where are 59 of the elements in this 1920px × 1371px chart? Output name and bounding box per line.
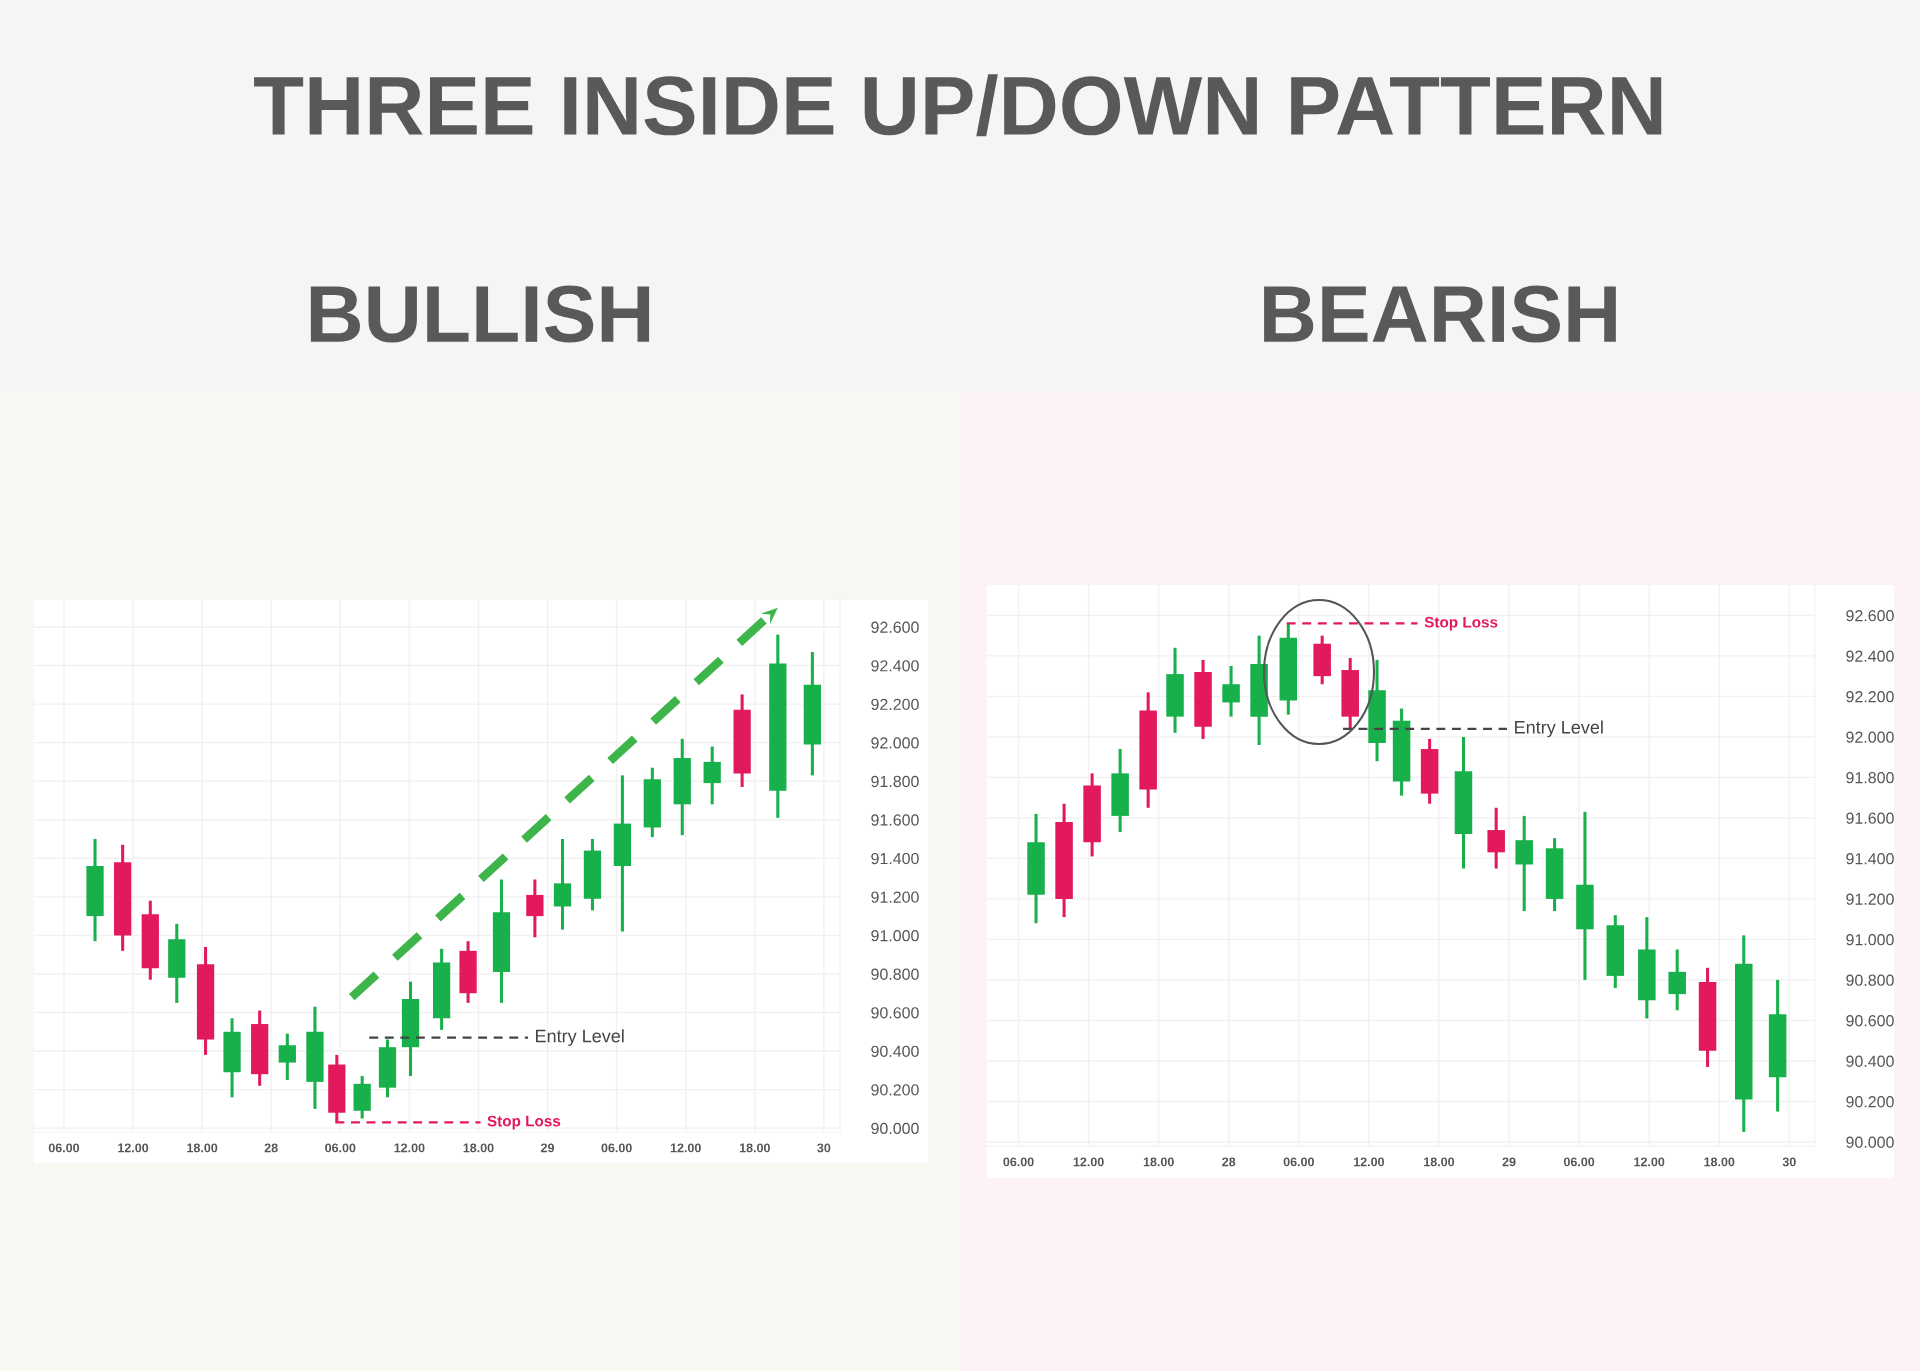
y-tick-label: 92.600 — [871, 621, 919, 633]
x-tick-label: 29 — [1502, 1157, 1516, 1167]
x-tick-label: 28 — [1222, 1157, 1236, 1167]
x-tick-label: 12.00 — [670, 1143, 701, 1153]
x-tick-label: 18.00 — [739, 1143, 770, 1153]
y-tick-label: 90.800 — [1846, 974, 1894, 986]
y-tick-label: 90.400 — [871, 1045, 919, 1057]
y-tick-label: 92.400 — [871, 660, 919, 672]
text: THREE INSIDE UP/DOWN PATTERN — [254, 74, 1662, 137]
ref-line-label: Entry Level — [536, 1029, 624, 1046]
y-tick-label: 90.400 — [1846, 1055, 1894, 1067]
x-tick-label: 12.00 — [1073, 1157, 1104, 1167]
y-tick-label: 91.600 — [871, 814, 919, 826]
ref-line-label: Entry Level — [1515, 720, 1603, 738]
y-tick-label: 91.200 — [871, 891, 919, 903]
y-tick-label: 92.000 — [1846, 731, 1894, 743]
y-tick-label: 90.600 — [1846, 1015, 1894, 1027]
x-tick-label: 12.00 — [394, 1143, 425, 1153]
ref-line-label: Stop Loss — [487, 1115, 561, 1130]
x-tick-label: 28 — [264, 1143, 278, 1153]
y-tick-label: 90.000 — [871, 1122, 919, 1135]
x-tick-label: 06.00 — [1003, 1157, 1034, 1167]
y-tick-label: 92.200 — [871, 698, 919, 711]
y-tick-label: 92.400 — [1846, 650, 1894, 662]
y-tick-label: 91.800 — [1846, 772, 1894, 784]
y-tick-label: 90.200 — [1846, 1096, 1894, 1108]
y-tick-label: 91.400 — [871, 852, 919, 865]
y-tick-label: 92.600 — [1846, 610, 1894, 622]
chart-title: BULLISH — [310, 285, 650, 343]
chart-title: BEARISH — [1264, 285, 1616, 343]
x-tick-label: 12.00 — [1354, 1157, 1385, 1167]
x-tick-label: 12.00 — [1634, 1157, 1665, 1167]
y-tick-label: 91.600 — [1846, 812, 1894, 824]
x-tick-label: 06.00 — [1283, 1157, 1314, 1167]
x-tick-label: 06.00 — [1563, 1157, 1595, 1167]
y-tick-label: 90.000 — [1846, 1136, 1894, 1148]
y-tick-label: 91.000 — [1846, 934, 1894, 946]
x-tick-label: 18.00 — [1424, 1157, 1455, 1167]
x-tick-label: 06.00 — [325, 1143, 356, 1153]
ref-line-label: Stop Loss — [1424, 616, 1498, 631]
x-tick-label: 06.00 — [601, 1143, 632, 1153]
y-tick-label: 92.000 — [871, 737, 919, 749]
x-tick-label: 12.00 — [118, 1143, 149, 1153]
y-tick-label: 92.200 — [1846, 691, 1894, 703]
x-tick-label: 18.00 — [1704, 1157, 1735, 1167]
x-tick-label: 29 — [541, 1143, 555, 1153]
y-tick-label: 90.800 — [871, 968, 919, 980]
x-tick-label: 18.00 — [187, 1143, 218, 1153]
x-tick-label: 18.00 — [1143, 1157, 1174, 1167]
y-tick-label: 91.800 — [871, 775, 919, 788]
y-tick-label: 91.400 — [1846, 853, 1894, 865]
y-tick-label: 91.200 — [1846, 893, 1894, 905]
y-tick-label: 90.600 — [871, 1007, 919, 1019]
y-tick-label: 90.200 — [871, 1084, 919, 1096]
x-tick-label: 06.00 — [48, 1143, 80, 1153]
x-tick-label: 18.00 — [463, 1143, 494, 1153]
x-tick-label: 30 — [1782, 1157, 1796, 1167]
x-tick-label: 30 — [817, 1143, 831, 1153]
y-tick-label: 91.000 — [871, 930, 919, 942]
